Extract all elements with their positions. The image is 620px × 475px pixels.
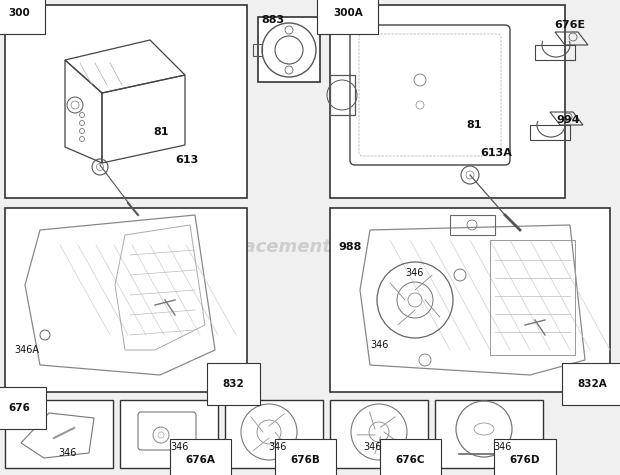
Text: 676B: 676B — [290, 455, 320, 465]
Bar — [5, 5, 247, 198]
Text: 676A: 676A — [185, 455, 215, 465]
Text: 346: 346 — [170, 442, 188, 452]
Text: 300: 300 — [8, 8, 30, 18]
Text: 300A: 300A — [333, 8, 363, 18]
Bar — [225, 400, 323, 468]
Text: 346: 346 — [363, 442, 381, 452]
Text: 81: 81 — [466, 120, 482, 130]
Text: 346: 346 — [370, 340, 388, 350]
Text: eReplacementParts.com: eReplacementParts.com — [187, 238, 433, 256]
Text: 832: 832 — [222, 379, 244, 389]
Text: 994: 994 — [556, 115, 580, 125]
Text: 346: 346 — [58, 448, 76, 458]
Bar — [330, 400, 428, 468]
Text: 346: 346 — [268, 442, 286, 452]
Text: 613A: 613A — [480, 148, 512, 158]
Text: 346A: 346A — [14, 345, 39, 355]
Bar — [258, 17, 320, 82]
Text: 81: 81 — [153, 127, 169, 137]
Text: 676D: 676D — [510, 455, 540, 465]
Text: 676C: 676C — [396, 455, 425, 465]
Bar — [330, 208, 610, 392]
Bar — [5, 208, 247, 392]
Text: 613: 613 — [175, 155, 198, 165]
Text: 346: 346 — [405, 268, 423, 278]
Text: 676E: 676E — [554, 20, 585, 30]
Text: 883: 883 — [261, 15, 284, 25]
Text: 988: 988 — [338, 242, 361, 252]
Bar — [120, 400, 218, 468]
Bar — [490, 240, 575, 355]
Bar — [435, 400, 543, 468]
Bar — [450, 215, 495, 235]
Bar — [5, 400, 113, 468]
Text: 346: 346 — [493, 442, 512, 452]
Bar — [330, 5, 565, 198]
Text: 832A: 832A — [577, 379, 607, 389]
Text: 676: 676 — [8, 403, 30, 413]
